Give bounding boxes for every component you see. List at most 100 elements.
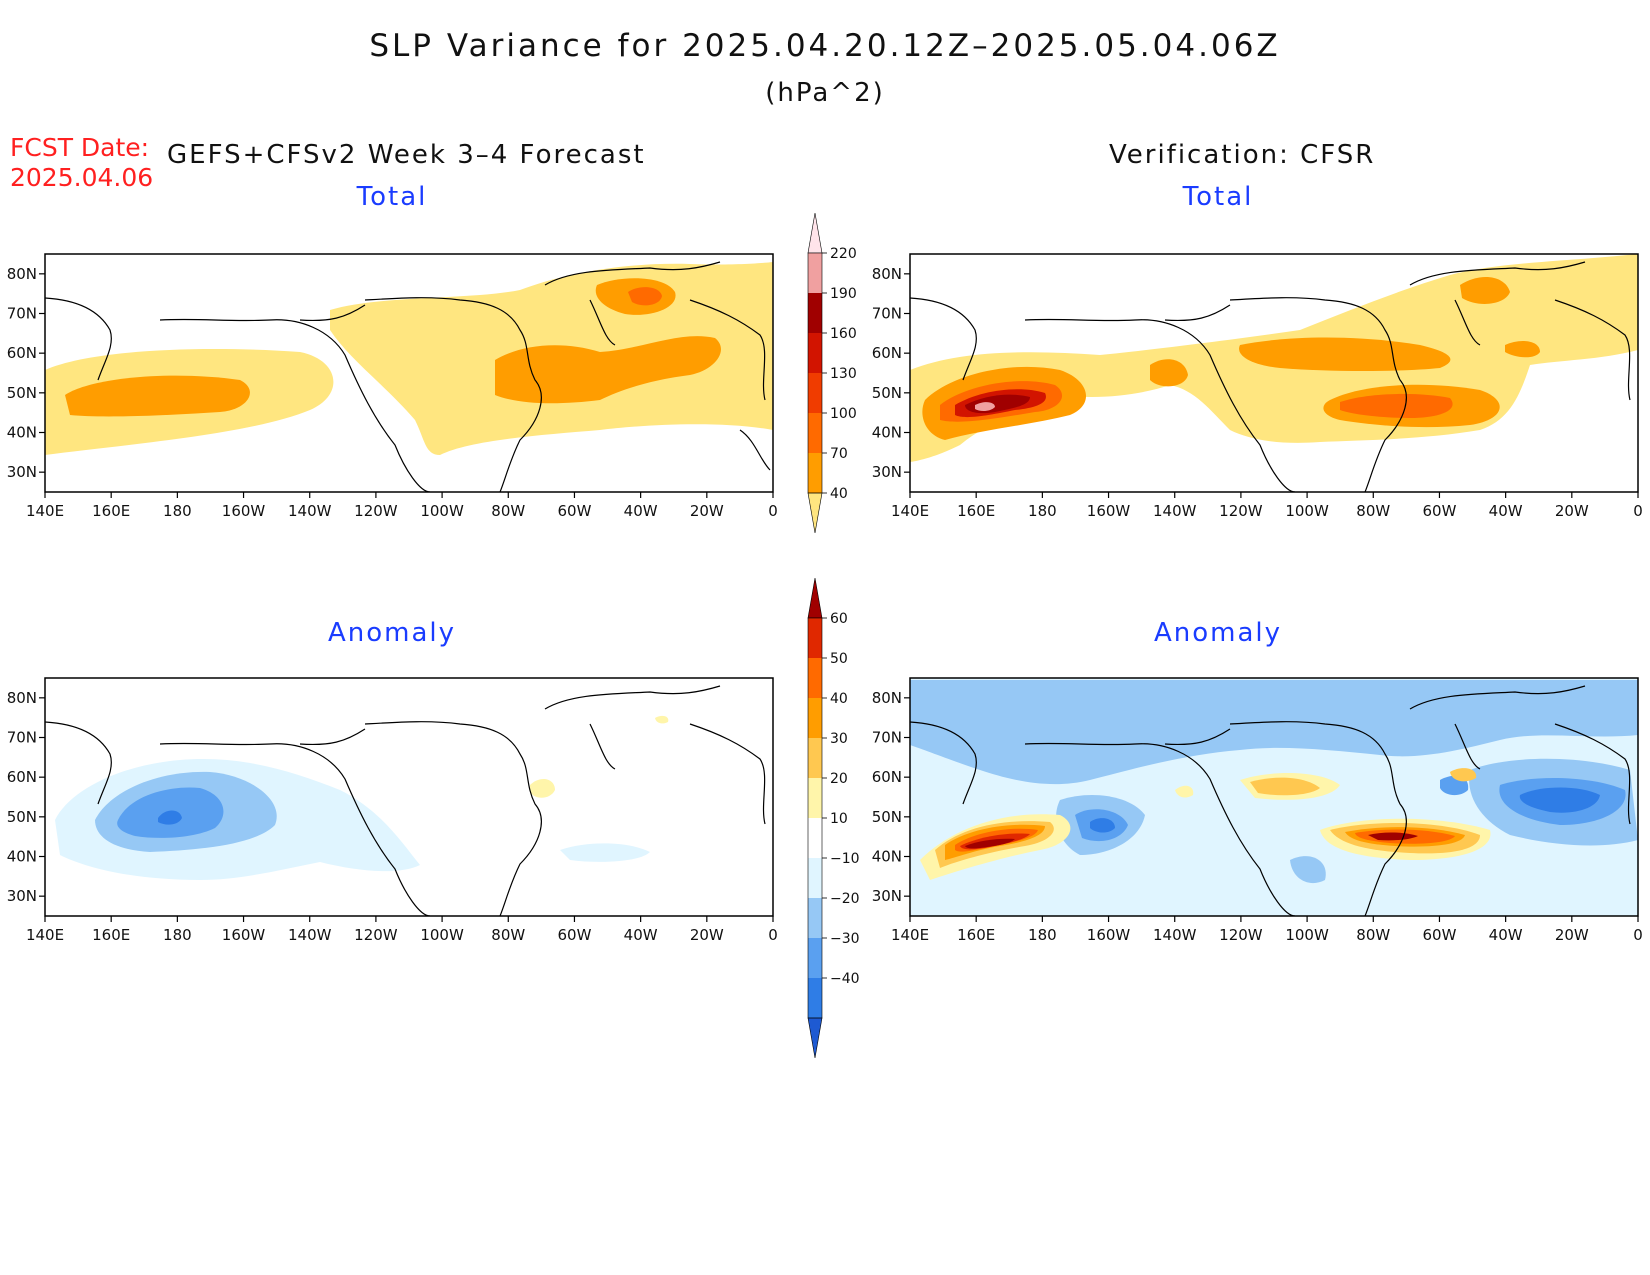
axes-forecast-anomaly: 140E 160E 180 160W 140W 120W 100W 80W 60W 40W 20W 0… [7, 689, 778, 944]
colorbar-label: 10 [830, 811, 848, 827]
variance-field-orange [1150, 359, 1188, 387]
colorbar-label: 20 [830, 771, 848, 787]
colorbar-segment [808, 373, 822, 413]
coastline-forecast-total [45, 261, 771, 492]
lon-tick-label: 140W [288, 502, 332, 520]
colorbar-segment [808, 253, 822, 293]
lon-tick-label: 0 [768, 502, 778, 520]
lon-tick-label: 0 [1633, 926, 1643, 944]
variance-field-orange [495, 336, 721, 404]
colorbar-label: 100 [830, 406, 857, 422]
anomaly-field-darkblue [1519, 787, 1600, 813]
colorbar-label: −40 [830, 971, 860, 987]
lon-tick-label: 160W [1087, 926, 1131, 944]
colorbar-segment [808, 938, 822, 978]
lon-tick-label: 160E [92, 502, 130, 520]
colorbar-label: 60 [830, 611, 848, 627]
lon-tick-label: 20W [690, 926, 724, 944]
lat-tick-label: 50N [872, 384, 902, 402]
anomaly-field-darkred [1368, 832, 1418, 841]
anomaly-field-darkblue [158, 810, 182, 825]
coastline-forecast-anomaly [45, 685, 766, 916]
colorbar-segment [808, 778, 822, 818]
map-panel-verification-total [910, 254, 1638, 462]
lon-tick-label: 100W [420, 926, 464, 944]
lon-tick-label: 60W [1422, 502, 1456, 520]
lon-tick-label: 40W [1489, 502, 1523, 520]
variance-field-orange [1505, 340, 1540, 358]
lon-tick-label: 140W [1153, 502, 1197, 520]
lat-tick-label: 60N [872, 768, 902, 786]
frame-verification-anomaly [909, 677, 1639, 917]
variance-field-pink [975, 402, 995, 412]
colorbar-label: 190 [830, 286, 857, 302]
colorbar-label: 30 [830, 731, 848, 747]
lon-tick-label: 120W [1219, 502, 1263, 520]
axes-forecast-total: 140E 160E 180 160W 140W 120W 100W 80W 60W 40W 20W 0… [7, 265, 778, 520]
forecast-date-label: FCST Date: [10, 133, 150, 162]
coastline-verification-anomaly [910, 685, 1631, 916]
lat-tick-label: 60N [7, 768, 37, 786]
lon-tick-label: 0 [1633, 502, 1643, 520]
colorbar-label: 40 [830, 691, 848, 707]
colorbar-label: 160 [830, 326, 857, 342]
anomaly-field-lightblue [560, 843, 650, 862]
lat-tick-label: 40N [872, 424, 902, 442]
colorbar-label: −20 [830, 891, 860, 907]
variance-field-orange [1460, 276, 1510, 304]
lon-tick-label: 80W [1356, 926, 1390, 944]
lat-tick-label: 70N [7, 729, 37, 747]
lon-tick-label: 180 [1028, 502, 1057, 520]
frame-forecast-total [44, 253, 774, 493]
lon-tick-label: 20W [1555, 926, 1589, 944]
lat-tick-label: 80N [872, 265, 902, 283]
lon-tick-label: 180 [1028, 926, 1057, 944]
lon-tick-label: 140E [891, 926, 929, 944]
anomaly-field-yellow [655, 715, 669, 724]
lat-tick-label: 80N [872, 689, 902, 707]
forecast-date-block: FCST Date: 2025.04.06 [10, 133, 153, 193]
lon-tick-label: 20W [690, 502, 724, 520]
colorbar-segment [808, 333, 822, 373]
lon-tick-label: 160W [222, 926, 266, 944]
lon-tick-label: 160W [222, 502, 266, 520]
verification-column-title: Verification: CFSR [1109, 140, 1376, 170]
map-panel-forecast-total [45, 262, 773, 455]
colorbar-label: 50 [830, 651, 848, 667]
lon-tick-label: 140E [26, 502, 64, 520]
lon-tick-label: 160E [957, 926, 995, 944]
colorbar-label: 70 [830, 446, 848, 462]
main-title: SLP Variance for 2025.04.20.12Z–2025.05.… [369, 28, 1281, 64]
lat-tick-label: 70N [872, 729, 902, 747]
colorbar-top-arrow [807, 212, 823, 254]
panel-title-verification-total: Total [1182, 182, 1254, 212]
lon-tick-label: 160W [1087, 502, 1131, 520]
colorbar-top-arrow [807, 577, 823, 619]
lon-tick-label: 140E [26, 926, 64, 944]
lon-tick-label: 100W [420, 502, 464, 520]
colorbar-segment [808, 698, 822, 738]
lon-tick-label: 80W [491, 502, 525, 520]
lat-tick-label: 70N [872, 305, 902, 323]
colorbar-segment [808, 618, 822, 658]
lon-tick-label: 20W [1555, 502, 1589, 520]
lon-tick-label: 0 [768, 926, 778, 944]
colorbar-segment [808, 978, 822, 1018]
lon-tick-label: 80W [491, 926, 525, 944]
lat-tick-label: 80N [7, 265, 37, 283]
colorbar-segment [808, 453, 822, 493]
lon-tick-label: 40W [624, 926, 658, 944]
lon-tick-label: 120W [354, 926, 398, 944]
colorbar-segment [808, 898, 822, 938]
colorbar-label: −30 [830, 931, 860, 947]
colorbar-segment [808, 738, 822, 778]
lon-tick-label: 180 [163, 502, 192, 520]
lon-tick-label: 180 [163, 926, 192, 944]
lon-tick-label: 120W [1219, 926, 1263, 944]
lon-tick-label: 140W [288, 926, 332, 944]
lon-tick-label: 60W [1422, 926, 1456, 944]
lon-tick-label: 60W [557, 502, 591, 520]
lon-tick-label: 120W [354, 502, 398, 520]
anomaly-field-yellow [530, 778, 555, 798]
